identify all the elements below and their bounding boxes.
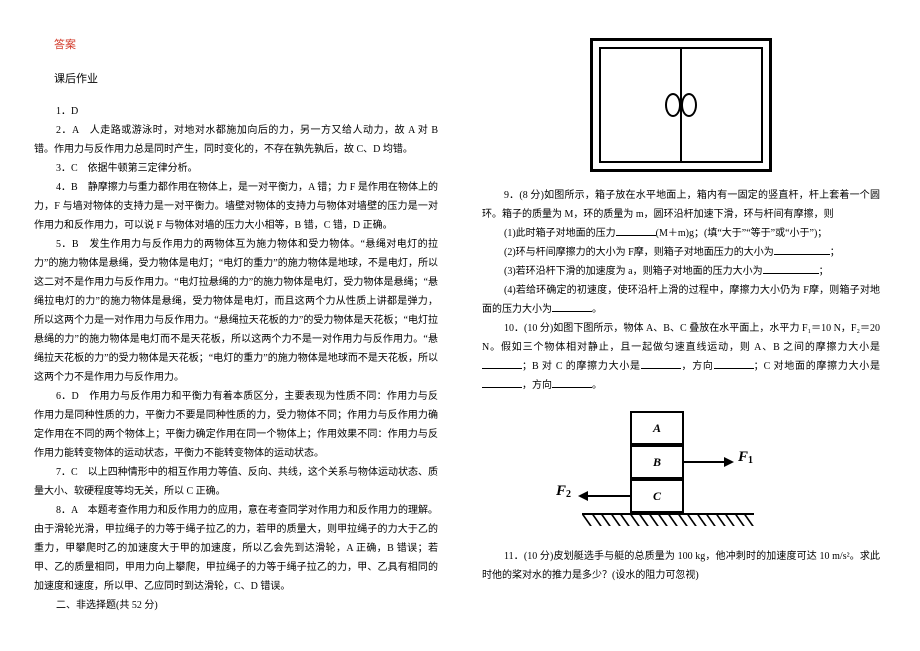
section-heading: 课后作业 xyxy=(54,70,438,86)
item-5: 5．B 发生作用力与反作用力的两物体互为施力物体和受力物体。“悬绳对电灯的拉力”… xyxy=(34,235,438,387)
q10-m4: ，方向 xyxy=(522,380,552,391)
label-F2-letter: F xyxy=(556,483,566,499)
figure-window-box xyxy=(590,38,772,172)
item-1: 1．D xyxy=(34,102,438,121)
blank-9 xyxy=(552,379,592,389)
block-C: C xyxy=(630,479,684,513)
blank-5 xyxy=(482,360,522,370)
q10-m3: ；C 对地面的摩擦力大小是 xyxy=(754,361,880,372)
q9-1a: (1)此时箱子对地面的压力 xyxy=(504,228,616,239)
q9-1: (1)此时箱子对地面的压力 (M＋m)g；(填“大于”“等于”或“小于”)； xyxy=(482,224,880,243)
blank-4 xyxy=(552,303,592,313)
q9-4a: (4)若给环确定的初速度，使环沿杆上滑的过程中，摩擦力大小仍为 F摩，则箱子对地… xyxy=(482,285,880,315)
arrow-F2 xyxy=(580,495,630,497)
label-F1: F1 xyxy=(738,449,753,466)
label-F1-letter: F xyxy=(738,449,748,465)
q9-4: (4)若给环确定的初速度，使环沿杆上滑的过程中，摩擦力大小仍为 F摩，则箱子对地… xyxy=(482,281,880,319)
q9-1b: (M＋m)g；(填“大于”“等于”或“小于”)； xyxy=(656,228,828,239)
blank-8 xyxy=(482,379,522,389)
q9-3: (3)若环沿杆下滑的加速度为 a，则箱子对地面的压力大小为 ； xyxy=(482,262,880,281)
q9-2: (2)环与杆间摩擦力的大小为 F摩，则箱子对地面压力的大小为 ； xyxy=(482,243,880,262)
answer-heading: 答案 xyxy=(54,36,438,52)
figure-window-pane-right xyxy=(682,49,761,161)
figure-stacked-blocks: A B C F1 F2 xyxy=(538,401,778,541)
right-column: 9．(8 分)如图所示，箱子放在水平地面上，箱内有一固定的竖直杆，杆上套着一个圆… xyxy=(460,0,920,651)
q9-head: 9．(8 分)如图所示，箱子放在水平地面上，箱内有一固定的竖直杆，杆上套着一个圆… xyxy=(482,186,880,224)
label-F1-sub: 1 xyxy=(748,455,753,466)
item-8: 8．A 本题考查作用力和反作用力的应用，意在考查同学对作用力和反作用力的理解。由… xyxy=(34,501,438,596)
q9-2b: ； xyxy=(830,247,840,258)
q10-m2: ，方向 xyxy=(681,361,714,372)
q9-4b: 。 xyxy=(592,304,602,315)
label-F2-sub: 2 xyxy=(566,489,571,500)
section-2-label: 二、非选择题(共 52 分) xyxy=(34,596,438,615)
item-7: 7．C 以上四种情形中的相互作用力等值、反向、共线，这个关系与物体运动状态、质量… xyxy=(34,463,438,501)
blank-6 xyxy=(641,360,681,370)
q10-m1: ；B 对 C 的摩擦力大小是 xyxy=(522,361,641,372)
item-4: 4．B 静摩擦力与重力都作用在物体上，是一对平衡力，A 错；力 F 是作用在物体… xyxy=(34,178,438,235)
label-F2: F2 xyxy=(556,483,571,500)
figure-window-inner xyxy=(599,47,763,163)
item-2: 2．A 人走路或游泳时，对地对水都施加向后的力，另一方又给人动力，故 A 对 B… xyxy=(34,121,438,159)
blank-1 xyxy=(616,227,656,237)
q11: 11．(10 分)皮划艇选手与艇的总质量为 100 kg，他冲刺时的加速度可达 … xyxy=(482,547,880,585)
blank-7 xyxy=(714,360,754,370)
ground xyxy=(582,513,754,527)
q10-head: 10．(10 分)如图下图所示，物体 A、B、C 叠放在水平面上，水平力 F₁＝… xyxy=(482,323,880,353)
left-column: 答案 课后作业 1．D 2．A 人走路或游泳时，对地对水都施加向后的力，另一方又… xyxy=(0,0,460,651)
q10: 10．(10 分)如图下图所示，物体 A、B、C 叠放在水平面上，水平力 F₁＝… xyxy=(482,319,880,395)
blank-3 xyxy=(763,265,819,275)
q9-2a: (2)环与杆间摩擦力的大小为 F摩，则箱子对地面压力的大小为 xyxy=(504,247,774,258)
page-root: 答案 课后作业 1．D 2．A 人走路或游泳时，对地对水都施加向后的力，另一方又… xyxy=(0,0,920,651)
q10-m5: 。 xyxy=(592,380,602,391)
block-A: A xyxy=(630,411,684,445)
q9-3b: ； xyxy=(819,266,829,277)
item-3: 3．C 依据牛顿第三定律分析。 xyxy=(34,159,438,178)
block-B: B xyxy=(630,445,684,479)
arrow-F1 xyxy=(684,461,732,463)
item-6: 6．D 作用力与反作用力和平衡力有着本质区分，主要表现为性质不同：作用力与反作用… xyxy=(34,387,438,463)
figure-window-pane-left xyxy=(601,49,682,161)
q9-3a: (3)若环沿杆下滑的加速度为 a，则箱子对地面的压力大小为 xyxy=(504,266,763,277)
blank-2 xyxy=(774,246,830,256)
